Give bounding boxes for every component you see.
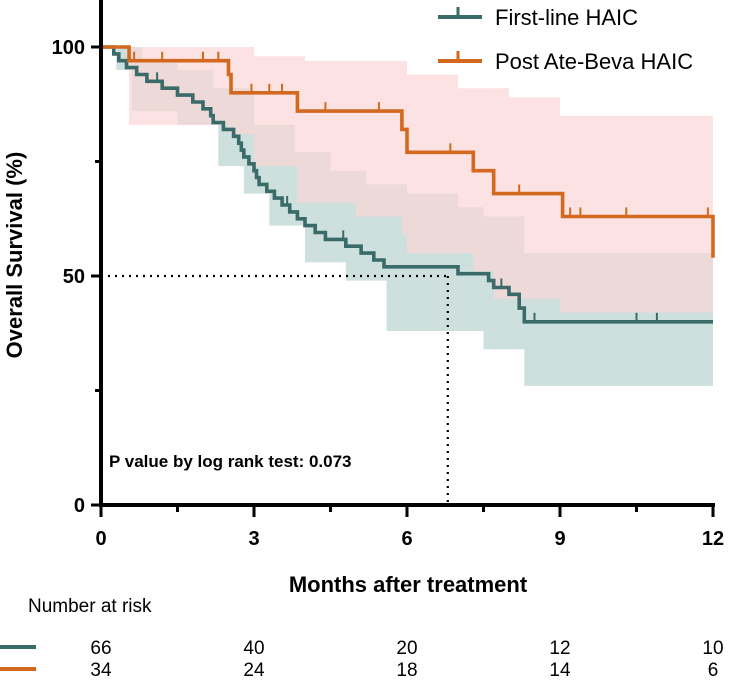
risk-number-series-1-2: 18	[396, 660, 417, 681]
risk-number-series-1-4: 6	[708, 660, 719, 681]
x-tick-label-3: 9	[554, 528, 565, 550]
p-value-annotation: P value by log rank test: 0.073	[109, 452, 352, 471]
risk-number-series-0-2: 20	[396, 638, 417, 659]
legend: First-line HAIC Post Ate-Beva HAIC	[438, 5, 693, 74]
y-tick-label-2: 100	[52, 37, 85, 59]
confidence-bands	[101, 47, 713, 386]
legend-item-post-ate-beva: Post Ate-Beva HAIC	[438, 49, 693, 74]
risk-number-series-1-0: 34	[90, 660, 112, 681]
axes: 0 3 6 9 12 0 50 100	[52, 0, 724, 550]
survival-curves	[101, 45, 715, 324]
x-tick-label-2: 6	[401, 528, 412, 550]
legend-label-post-ate-beva: Post Ate-Beva HAIC	[495, 49, 693, 74]
y-axis-title: Overall Survival (%)	[2, 152, 27, 359]
risk-number-series-1-1: 24	[243, 660, 265, 681]
x-tick-label-0: 0	[95, 528, 106, 550]
risk-number-series-1-3: 14	[549, 660, 571, 681]
survival-curve-series-1	[101, 45, 715, 258]
y-tick-label-0: 0	[74, 495, 85, 517]
risk-number-series-0-4: 10	[702, 638, 723, 659]
legend-label-first-line: First-line HAIC	[495, 5, 638, 30]
legend-item-first-line: First-line HAIC	[438, 5, 638, 30]
risk-numbers: 66 40 20 12 10 34 24 18 14 6	[90, 638, 723, 681]
y-tick-label-1: 50	[63, 266, 85, 288]
ci-band-series-1	[101, 47, 713, 373]
x-tick-label-1: 3	[248, 528, 259, 550]
x-tick-label-4: 12	[702, 528, 724, 550]
risk-number-series-0-1: 40	[243, 638, 264, 659]
median-reference-lines	[101, 274, 449, 505]
risk-table: Number at risk 66 40 20 12 10 34 24 18 14 6	[0, 596, 724, 681]
x-axis-title: Months after treatment	[289, 572, 528, 597]
risk-number-series-0-3: 12	[549, 638, 570, 659]
survival-curve-series-0	[101, 45, 713, 324]
risk-table-title: Number at risk	[28, 596, 152, 617]
risk-number-series-0-0: 66	[90, 638, 111, 659]
